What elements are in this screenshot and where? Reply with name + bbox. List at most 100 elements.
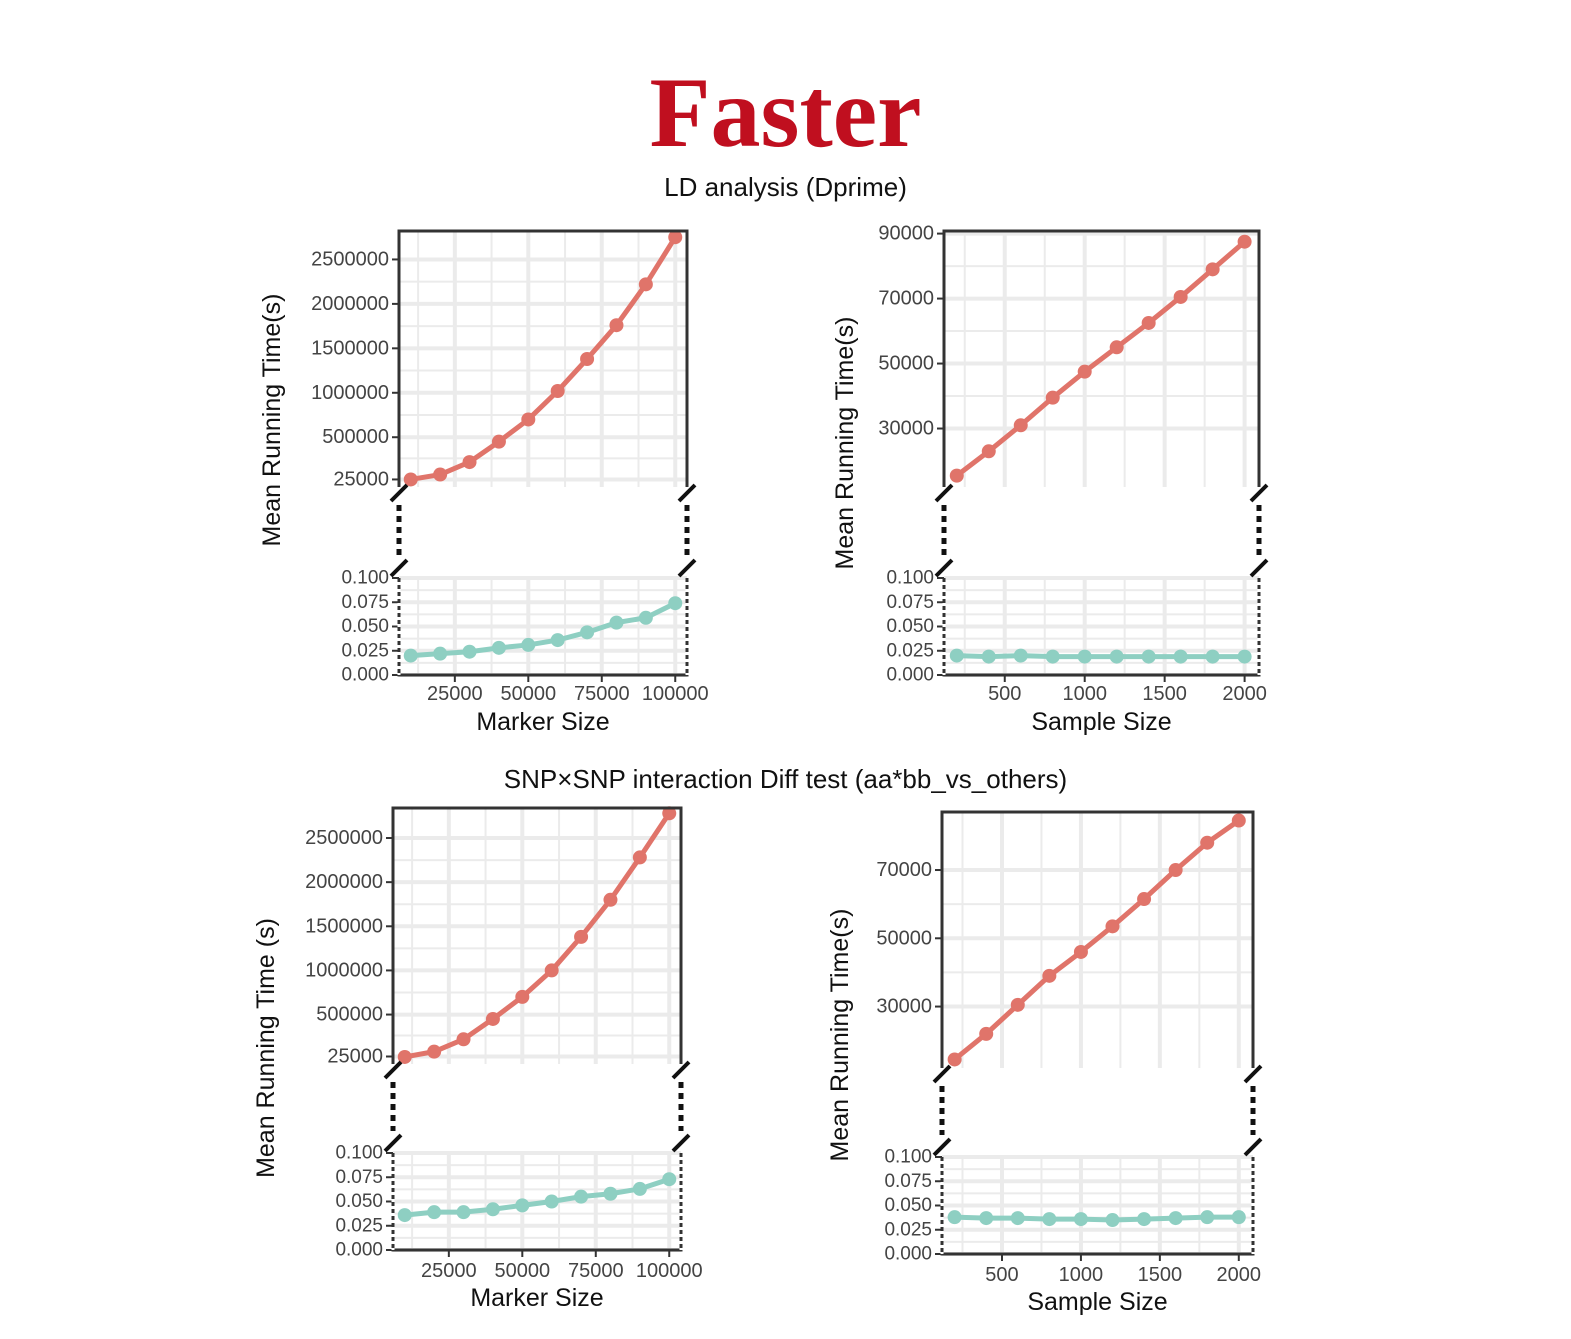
upper-data-point: [544, 963, 559, 978]
lower-data-point: [609, 615, 624, 630]
lower-data-point: [1173, 649, 1188, 664]
x-tick-label: 75000: [574, 683, 630, 705]
upper-data-point: [1231, 813, 1246, 828]
y-axis-label: Mean Running Time(s): [831, 317, 859, 570]
upper-data-point: [1168, 863, 1183, 878]
upper-data-point: [947, 1052, 962, 1067]
y-tick-label: 0.075: [886, 592, 934, 613]
main-title: Faster: [649, 57, 922, 168]
section-title-snp: SNP×SNP interaction Diff test (aa*bb_vs_…: [503, 764, 1068, 794]
lower-data-point: [1073, 1212, 1088, 1227]
upper-panel-frame: [942, 229, 1261, 487]
y-tick-label: 0.075: [335, 1167, 383, 1188]
lower-data-point: [427, 1205, 442, 1220]
upper-panel-frame: [940, 810, 1255, 1068]
y-tick-label: 0.050: [886, 616, 934, 637]
y-tick-label: 1000000: [311, 382, 389, 404]
y-tick-label: 0.100: [886, 568, 934, 589]
upper-data-point: [1013, 418, 1028, 433]
y-tick-label: 1500000: [305, 915, 383, 937]
axis-break-slash: [671, 1133, 691, 1153]
y-tick-label: 1500000: [311, 337, 389, 359]
upper-data-point: [662, 806, 677, 821]
lower-data-point: [1010, 1211, 1025, 1226]
upper-data-point: [550, 384, 565, 398]
y-tick-label: 30000: [876, 996, 932, 1018]
lower-data-point: [550, 633, 565, 648]
lower-data-point: [662, 1172, 677, 1187]
y-tick-label: 90000: [878, 223, 934, 245]
y-tick-label: 0.000: [886, 665, 934, 686]
upper-panel-frame: [397, 229, 689, 487]
lower-data-point: [491, 640, 506, 655]
upper-data-point: [491, 434, 506, 449]
x-tick-label: 500: [985, 1264, 1018, 1286]
upper-data-point: [1109, 340, 1124, 355]
lower-data-point: [638, 610, 653, 625]
upper-data-point: [456, 1032, 471, 1047]
axis-break-slash: [932, 1064, 952, 1084]
axis-break-slash: [389, 558, 409, 578]
lower-data-point: [949, 648, 964, 663]
upper-data-point: [638, 277, 653, 292]
y-tick-label: 0.000: [341, 665, 389, 686]
lower-data-point: [1141, 649, 1156, 664]
lower-data-point: [1231, 1210, 1246, 1225]
upper-data-point: [1045, 390, 1060, 405]
lower-data-point: [1013, 648, 1028, 663]
x-tick-label: 75000: [568, 1260, 624, 1282]
lower-series-line: [954, 1214, 1239, 1223]
y-tick-label: 0.000: [335, 1240, 383, 1261]
upper-data-point: [1042, 968, 1057, 983]
x-tick-label: 50000: [500, 683, 556, 705]
lower-data-point: [668, 596, 683, 611]
upper-data-point: [574, 929, 589, 944]
y-tick-label: 0.075: [341, 592, 389, 613]
y-tick-label: 500000: [316, 1004, 383, 1026]
lower-series-line: [404, 1176, 671, 1218]
y-tick-label: 1000000: [305, 959, 383, 981]
y-axis-label: Mean Running Time(s): [826, 909, 854, 1162]
upper-data-point: [1237, 234, 1252, 249]
y-tick-label: 0.025: [886, 640, 934, 661]
y-tick-label: 50000: [878, 353, 934, 375]
x-tick-label: 1500: [1142, 683, 1187, 705]
upper-data-point: [403, 472, 418, 487]
lower-data-point: [1045, 649, 1060, 664]
y-tick-label: 0.100: [884, 1147, 932, 1168]
lower-data-point: [574, 1189, 589, 1204]
x-tick-label: 1000: [1062, 683, 1107, 705]
y-tick-label: 0.100: [335, 1143, 383, 1164]
lower-data-point: [979, 1211, 994, 1226]
lower-data-point: [1105, 1213, 1120, 1228]
lower-data-point: [397, 1208, 412, 1223]
axis-break-slash: [1243, 1064, 1263, 1084]
lower-data-point: [981, 649, 996, 664]
lower-data-point: [947, 1210, 962, 1225]
y-tick-label: 2000000: [311, 293, 389, 315]
lower-data-point: [1237, 649, 1252, 664]
upper-data-point: [668, 230, 683, 245]
lower-data-point: [632, 1181, 647, 1196]
upper-data-point: [427, 1044, 442, 1059]
upper-series-line: [404, 811, 672, 1060]
upper-data-point: [979, 1026, 994, 1041]
lower-data-point: [1205, 649, 1220, 664]
y-tick-label: 0.075: [884, 1171, 932, 1192]
y-tick-label: 0.050: [335, 1191, 383, 1212]
y-axis-label: Mean Running Time(s): [258, 294, 286, 547]
lower-data-point: [1077, 649, 1092, 664]
axis-break-slash: [932, 1137, 952, 1157]
y-tick-label: 0.025: [341, 640, 389, 661]
y-axis-label: Mean Running Time (s): [252, 918, 280, 1178]
lower-series-line: [410, 600, 677, 659]
lower-data-point: [521, 637, 536, 652]
section-title-ld: LD analysis (Dprime): [664, 172, 907, 202]
axis-break-slash: [677, 483, 697, 503]
x-tick-label: 1000: [1059, 1264, 1104, 1286]
lower-data-point: [433, 646, 448, 661]
upper-series-line: [410, 235, 678, 482]
x-axis-label: Marker Size: [470, 1284, 603, 1312]
